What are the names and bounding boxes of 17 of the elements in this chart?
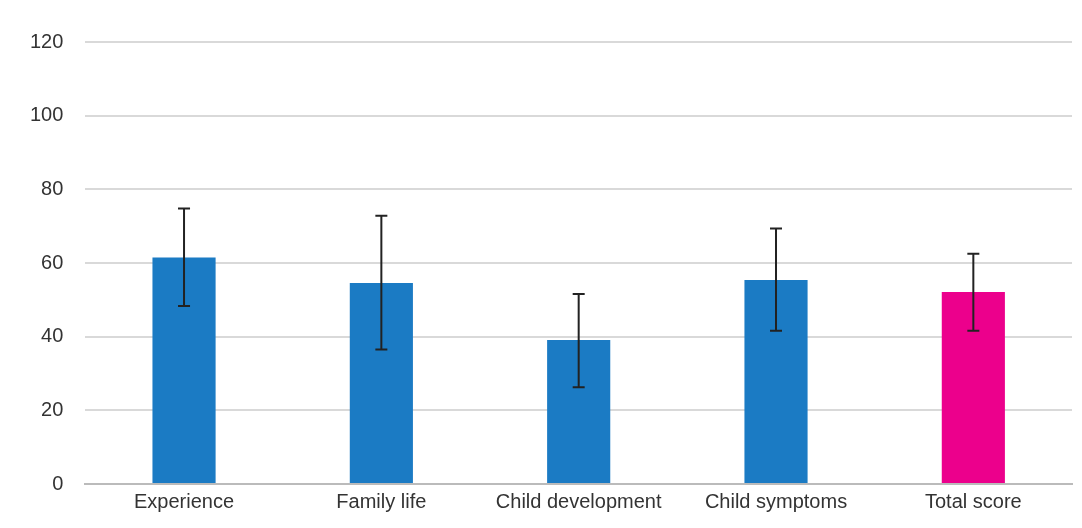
- y-tick-label: 80: [41, 176, 64, 199]
- x-tick-label: Family life: [336, 489, 427, 512]
- y-tick-label: 60: [41, 250, 64, 273]
- bar: [547, 339, 611, 483]
- y-tick-label: 100: [29, 103, 64, 126]
- bar: [941, 292, 1005, 483]
- y-tick-label: 120: [29, 29, 64, 52]
- x-tick-label: Total score: [924, 489, 1022, 512]
- y-tick-label: 0: [52, 471, 64, 494]
- y-tick-label: 20: [41, 397, 64, 420]
- y-tick-label: 40: [41, 324, 64, 347]
- x-tick-label: Experience: [134, 489, 235, 512]
- x-tick-label: Child development: [495, 489, 662, 512]
- bar: [744, 279, 808, 483]
- x-tick-label: Child symptoms: [704, 489, 848, 512]
- bar: [349, 282, 413, 483]
- bar: [152, 257, 216, 483]
